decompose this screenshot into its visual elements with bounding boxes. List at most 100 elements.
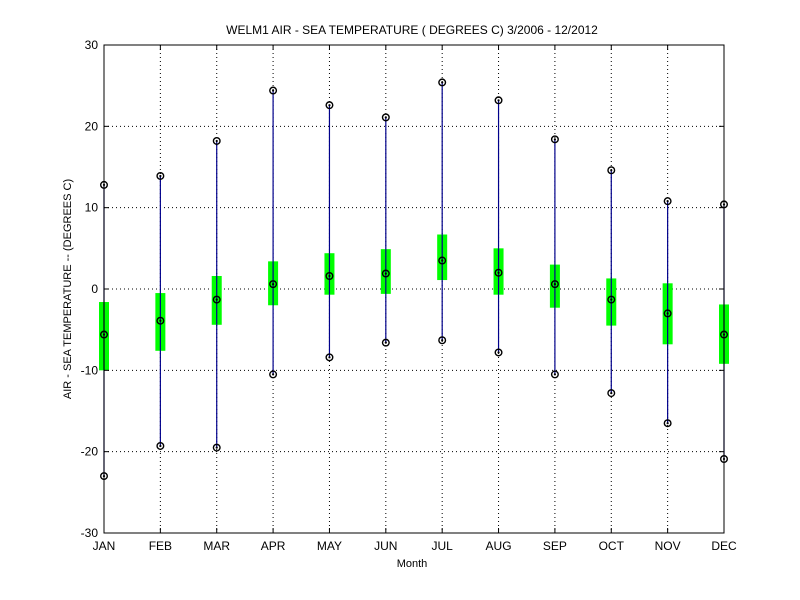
min-marker-ring xyxy=(663,419,672,428)
min-marker xyxy=(381,338,390,347)
min-marker xyxy=(269,370,278,379)
max-marker xyxy=(663,197,672,206)
max-marker-ring xyxy=(269,86,278,95)
max-marker xyxy=(607,166,616,175)
y-tick-label: -20 xyxy=(81,445,99,459)
x-tick-label: NOV xyxy=(655,539,681,553)
max-marker-dot xyxy=(441,81,444,84)
median-marker-dot xyxy=(553,283,557,286)
max-marker-ring xyxy=(325,101,334,110)
median-marker xyxy=(269,280,278,289)
max-marker-dot xyxy=(215,139,218,143)
box-group xyxy=(437,78,448,345)
min-marker-ring xyxy=(381,338,390,347)
min-marker xyxy=(663,419,672,428)
min-marker-ring xyxy=(550,370,559,379)
max-marker-ring xyxy=(663,197,672,206)
median-marker-ring xyxy=(550,280,559,289)
min-marker-dot xyxy=(441,339,444,342)
min-marker xyxy=(607,389,616,398)
max-marker-ring xyxy=(550,135,559,144)
chart-title: WELM1 AIR - SEA TEMPERATURE ( DEGREES C)… xyxy=(226,23,598,37)
x-axis-label: Month xyxy=(397,558,428,570)
median-marker xyxy=(212,295,221,304)
median-marker xyxy=(607,295,616,304)
max-marker xyxy=(212,136,221,145)
max-marker-dot xyxy=(610,169,613,172)
min-marker-ring xyxy=(438,336,447,345)
x-tick-label: APR xyxy=(261,539,286,553)
box-group xyxy=(268,86,279,379)
box-group xyxy=(606,166,617,398)
max-marker xyxy=(269,86,278,95)
min-marker-dot xyxy=(553,373,557,376)
x-tick-label: JUL xyxy=(432,539,454,553)
x-tick-label: FEB xyxy=(149,539,172,553)
box-group xyxy=(380,113,391,347)
x-tick-label: AUG xyxy=(486,539,512,553)
min-marker-dot xyxy=(497,351,500,354)
x-tick-label: MAY xyxy=(317,539,342,553)
box-group xyxy=(549,135,560,379)
y-tick-label: 30 xyxy=(85,38,99,52)
median-marker-ring xyxy=(156,316,165,325)
x-tick-label: OCT xyxy=(599,539,625,553)
median-marker-dot xyxy=(159,319,162,322)
x-tick-label: JUN xyxy=(374,539,397,553)
x-tick-label: MAR xyxy=(203,539,230,553)
median-marker-ring xyxy=(269,280,278,289)
median-marker-ring xyxy=(494,268,503,277)
median-marker-dot xyxy=(215,298,218,301)
median-marker xyxy=(381,269,390,278)
max-marker-dot xyxy=(384,116,387,119)
min-marker xyxy=(156,441,165,450)
max-marker-ring xyxy=(494,96,503,105)
max-marker-dot xyxy=(666,200,669,203)
y-tick-label: -10 xyxy=(81,363,99,377)
y-tick-label: -30 xyxy=(81,526,99,540)
min-marker-ring xyxy=(325,353,334,362)
median-marker xyxy=(438,256,447,265)
min-marker-dot xyxy=(328,356,331,359)
median-marker xyxy=(663,309,672,318)
min-marker xyxy=(550,370,559,379)
max-marker xyxy=(438,78,447,87)
x-tick-label: SEP xyxy=(543,539,567,553)
y-axis-ticks: -30 -20 -10 0 10 20 30 xyxy=(81,38,724,540)
max-marker-dot xyxy=(497,99,500,102)
max-marker xyxy=(494,96,503,105)
y-tick-label: 10 xyxy=(85,201,99,215)
min-marker xyxy=(494,348,503,357)
box-group xyxy=(155,171,166,450)
max-marker-ring xyxy=(156,171,165,180)
min-marker xyxy=(438,336,447,345)
box-group xyxy=(211,136,222,452)
median-marker-ring xyxy=(325,271,334,280)
max-marker xyxy=(325,101,334,110)
x-axis-ticks: JAN FEB MAR APR MAY JUN JUL AUG SEP OCT NOV DEC xyxy=(93,45,737,553)
median-marker-dot xyxy=(497,271,500,274)
min-marker-dot xyxy=(666,422,669,425)
max-marker-dot xyxy=(159,174,162,178)
median-marker-dot xyxy=(328,274,331,278)
min-marker-dot xyxy=(610,392,613,395)
y-axis-label: AIR - SEA TEMPERATURE -- (DEGREES C) xyxy=(62,179,74,399)
max-marker xyxy=(156,171,165,180)
max-marker-dot xyxy=(553,138,557,141)
median-marker-ring xyxy=(381,269,390,278)
median-marker-ring xyxy=(212,295,221,304)
median-marker-dot xyxy=(384,272,387,275)
x-tick-label: DEC xyxy=(711,539,737,553)
max-marker-ring xyxy=(607,166,616,175)
box-group xyxy=(324,101,335,362)
min-marker-ring xyxy=(607,389,616,398)
median-marker xyxy=(494,268,503,277)
max-marker-ring xyxy=(381,113,390,122)
median-marker-dot xyxy=(441,259,444,262)
min-marker-ring xyxy=(212,443,221,452)
box-group xyxy=(662,197,673,428)
max-marker xyxy=(381,113,390,122)
median-marker xyxy=(325,271,334,280)
